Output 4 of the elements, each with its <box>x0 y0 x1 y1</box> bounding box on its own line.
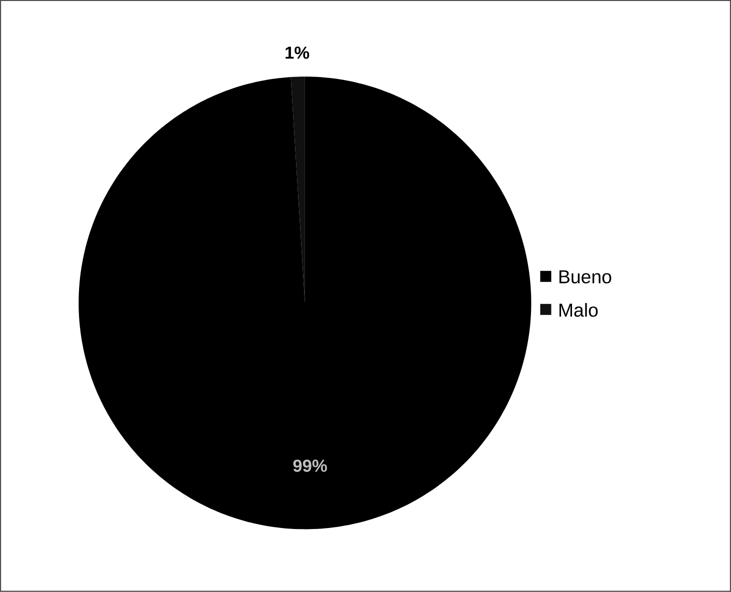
legend-label: Bueno <box>559 270 612 284</box>
data-label: 1% <box>286 46 310 59</box>
legend-label: Malo <box>559 303 598 317</box>
data-label: 99% <box>293 460 327 472</box>
